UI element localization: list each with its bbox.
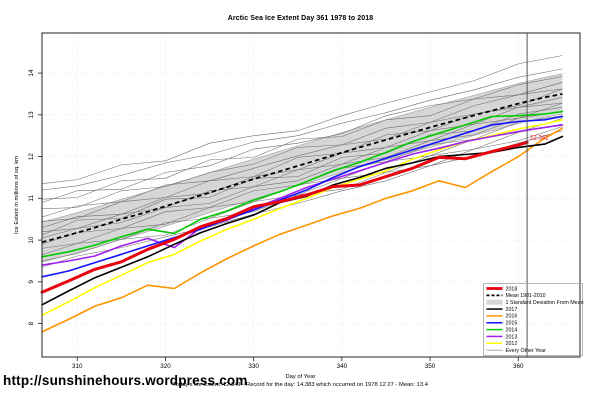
series-2013-line bbox=[41, 124, 564, 266]
svg-text:360: 360 bbox=[513, 363, 524, 370]
svg-text:12: 12 bbox=[28, 153, 35, 161]
svg-text:11: 11 bbox=[28, 195, 35, 202]
y-axis-label: Ice Extent in millions of sq. km bbox=[14, 156, 20, 234]
svg-text:310: 310 bbox=[72, 363, 83, 370]
series-2015-line bbox=[41, 115, 564, 278]
series-2018-line bbox=[40, 140, 529, 294]
legend-label: 2013 bbox=[506, 334, 518, 340]
series-2014-line bbox=[41, 110, 564, 258]
legend-label: 2017 bbox=[506, 307, 518, 313]
y-axis: 8 9 10 11 12 13 14 bbox=[28, 69, 42, 325]
legend-label: 2016 bbox=[506, 314, 518, 320]
legend-label: 2015 bbox=[506, 321, 518, 327]
svg-text:350: 350 bbox=[425, 363, 436, 370]
svg-text:10: 10 bbox=[28, 236, 35, 244]
svg-text:14: 14 bbox=[28, 69, 35, 77]
current-value-label: 12.341 bbox=[530, 135, 549, 141]
plot-border bbox=[41, 32, 581, 358]
legend-label: 2018 bbox=[506, 286, 518, 292]
x-axis: 310 320 330 340 350 360 bbox=[72, 357, 524, 370]
legend-label: Mean 1981-2010 bbox=[506, 293, 546, 299]
svg-text:320: 320 bbox=[160, 363, 171, 370]
footer-url: http://sunshinehours.wordpress.com bbox=[3, 373, 248, 388]
legend-label: 2014 bbox=[506, 327, 518, 333]
chart-title: Arctic Sea Ice Extent Day 361 1978 to 20… bbox=[227, 15, 374, 22]
svg-text:330: 330 bbox=[248, 363, 259, 370]
footer-info: Today's Ice Extent: 12.341 - Record for … bbox=[172, 382, 429, 388]
svg-text:8: 8 bbox=[28, 321, 35, 325]
legend-label: 2012 bbox=[506, 341, 518, 347]
svg-text:340: 340 bbox=[337, 363, 348, 370]
svg-text:13: 13 bbox=[28, 111, 35, 119]
x-axis-label: Day of Year bbox=[285, 374, 316, 380]
legend-label: Every Other Year bbox=[506, 348, 547, 354]
svg-text:9: 9 bbox=[28, 280, 35, 284]
series-2016-line bbox=[41, 127, 564, 333]
legend-label: 1 Standard Deviation From Mean bbox=[506, 300, 584, 306]
